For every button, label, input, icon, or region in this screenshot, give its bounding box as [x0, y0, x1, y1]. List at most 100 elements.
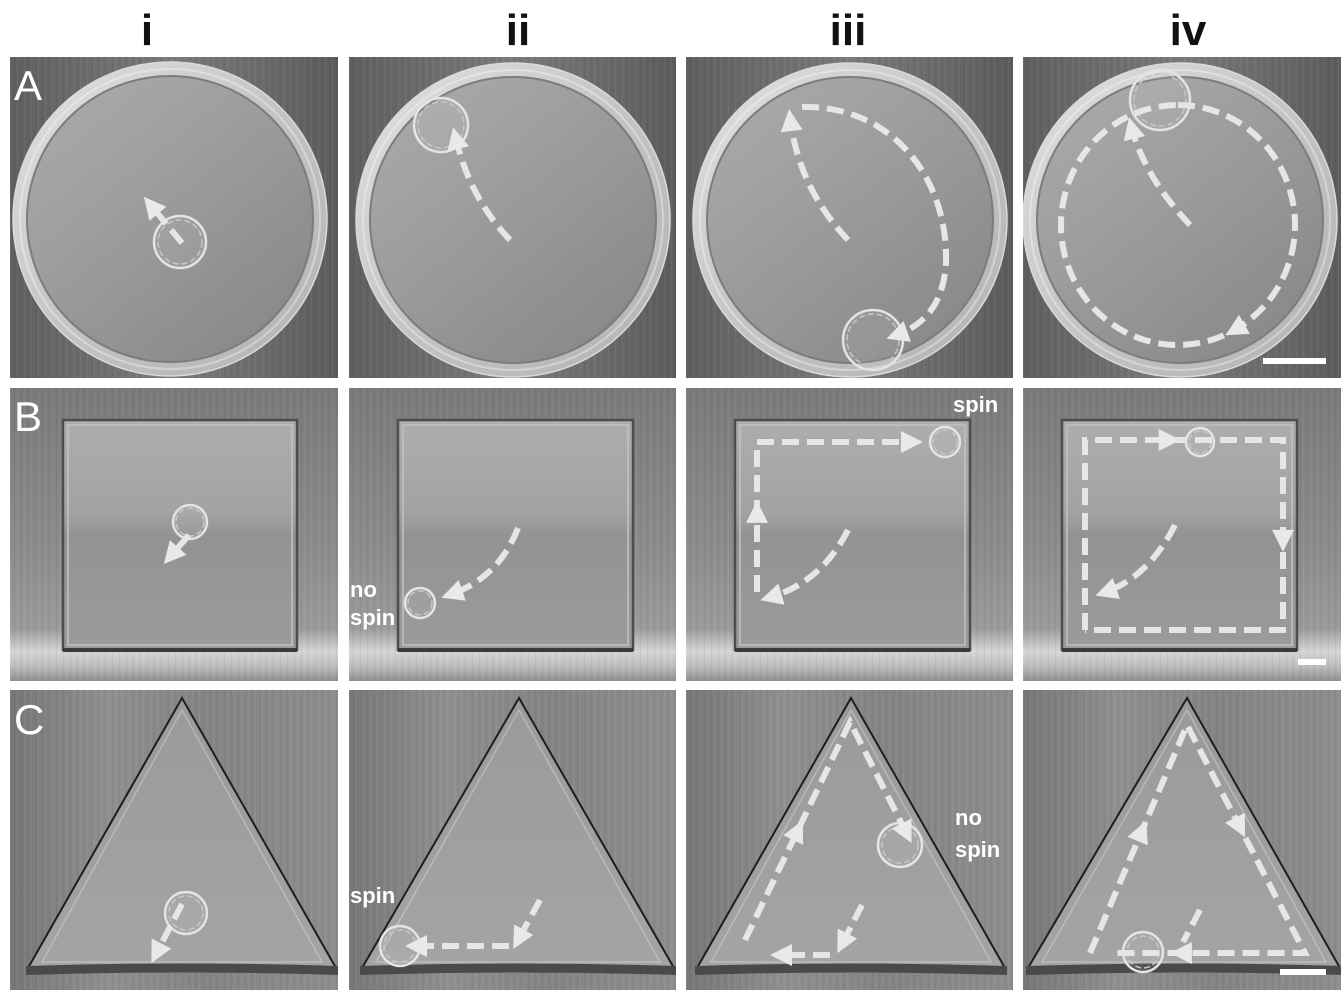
wall-following-path — [754, 439, 915, 592]
scale-bar — [1298, 659, 1326, 665]
arrowhead — [151, 938, 172, 964]
arrowhead — [891, 818, 912, 844]
annotation-text: spin — [955, 837, 1000, 862]
ring-robot — [163, 890, 209, 936]
dish-floor — [369, 76, 657, 364]
trajectory-path — [1180, 908, 1203, 944]
arrowhead — [1123, 117, 1145, 142]
triangular-dish — [360, 696, 676, 975]
dish-base — [1026, 963, 1341, 975]
ring-robot — [171, 503, 209, 541]
arrowhead — [746, 500, 768, 523]
annotation-text: no — [955, 805, 982, 830]
dish-floor — [706, 76, 994, 364]
circular-dish — [692, 62, 1008, 378]
row-label: A — [14, 62, 42, 109]
trajectory-path — [767, 528, 851, 601]
panel-b-iii — [686, 388, 1013, 681]
ring-outer-edge — [171, 503, 209, 541]
panel-a-ii — [349, 57, 676, 378]
ring-outer-edge — [403, 586, 437, 620]
panel-c-iii — [686, 690, 1013, 990]
column-label: iii — [830, 6, 867, 55]
row-label: C — [14, 696, 44, 743]
dish-wall — [1060, 418, 1299, 652]
square-dish — [733, 418, 972, 652]
ring-robot — [1128, 68, 1192, 132]
dish-base — [695, 963, 1007, 975]
arrowhead — [760, 583, 785, 605]
arrowhead — [143, 196, 167, 221]
panel-a-iv — [1023, 57, 1341, 378]
annotation-text: spin — [350, 605, 395, 630]
dish-inner-edge — [1066, 424, 1293, 646]
annotation-text: spin — [350, 883, 395, 908]
arrowhead — [770, 944, 792, 966]
dish-wall — [733, 418, 972, 652]
arrowhead — [447, 127, 469, 152]
column-label: i — [141, 6, 153, 55]
panel-a-iii — [686, 57, 1013, 378]
panel-c-i — [10, 690, 338, 990]
ring-inner-edge — [407, 590, 433, 616]
dish-glint — [1029, 69, 1331, 371]
arrowhead — [441, 580, 466, 601]
wall-following-path — [742, 715, 911, 942]
panel-b-ii — [349, 388, 676, 681]
dish-inner-edge — [374, 708, 662, 963]
ring-inner-edge — [417, 101, 465, 149]
trajectory-path — [787, 116, 851, 243]
arrowhead — [163, 540, 187, 564]
arrowhead — [780, 109, 803, 133]
annotation-text: no — [350, 577, 377, 602]
ring-robot — [841, 308, 905, 372]
ring-inner-edge — [932, 429, 958, 455]
arrowhead — [783, 820, 804, 845]
dish-inner-edge — [739, 424, 966, 646]
triangular-dish — [26, 695, 338, 975]
ring-outer-edge — [1128, 68, 1192, 132]
ring-inner-edge — [1133, 73, 1187, 127]
ring-outer-edge — [841, 308, 905, 372]
dish-glint — [362, 69, 664, 371]
dish-glint — [699, 69, 1001, 371]
dish-inner-edge — [40, 708, 324, 963]
arrowhead — [1169, 942, 1192, 964]
ring-inner-edge — [157, 219, 203, 265]
circular-dish — [355, 62, 671, 378]
wall-following-path — [1082, 437, 1286, 633]
arrowhead — [837, 928, 858, 954]
ring-robot — [928, 425, 962, 459]
arrowhead — [1272, 529, 1294, 552]
trajectory-path — [146, 201, 185, 245]
arrowhead — [901, 431, 923, 453]
dish-inner-edge — [67, 424, 293, 646]
arrowhead — [1127, 820, 1148, 846]
dish-inner-edge — [1040, 708, 1328, 963]
arrowhead — [1225, 314, 1250, 336]
column-label: iv — [1170, 6, 1207, 55]
panel-c-ii — [349, 690, 676, 990]
panel-b-iv — [1023, 388, 1341, 681]
trajectory-path — [152, 902, 185, 958]
arrowhead — [513, 924, 534, 949]
ring-robot — [403, 586, 437, 620]
dish-glint — [19, 68, 321, 370]
scale-bar — [1263, 358, 1326, 364]
ring-outer-edge — [163, 890, 209, 936]
panel-b-i — [10, 388, 338, 681]
row-label: B — [14, 393, 42, 440]
dish-base — [26, 963, 338, 975]
dish-base — [360, 963, 676, 975]
panel-c-iv — [1023, 690, 1341, 990]
arrowhead — [405, 935, 427, 957]
arrowhead — [1225, 812, 1246, 838]
scale-bar — [1280, 969, 1326, 975]
arrowhead — [886, 321, 911, 342]
annotation-text: spin — [953, 392, 998, 417]
arrowhead — [1158, 429, 1181, 451]
column-label: ii — [506, 6, 530, 55]
trajectory-path — [801, 103, 950, 339]
wall-following-path — [1087, 717, 1310, 956]
panel-a-i — [10, 57, 338, 378]
